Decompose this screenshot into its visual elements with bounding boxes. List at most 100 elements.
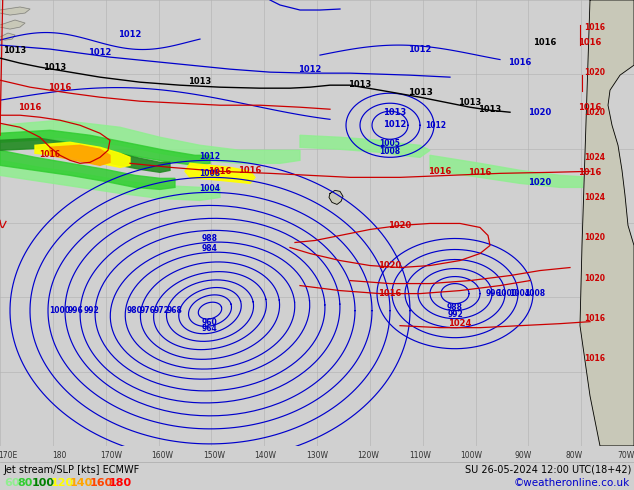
Text: 1016: 1016 <box>585 23 605 32</box>
Text: 1008: 1008 <box>524 289 546 298</box>
Text: 1000: 1000 <box>496 289 517 298</box>
Text: 1012: 1012 <box>299 65 321 74</box>
Text: 1004: 1004 <box>510 289 531 298</box>
Text: 980: 980 <box>127 306 143 315</box>
Text: 90W: 90W <box>514 451 532 461</box>
Text: 1013: 1013 <box>188 77 212 86</box>
Text: Jet stream/SLP [kts] ECMWF: Jet stream/SLP [kts] ECMWF <box>3 465 139 475</box>
Text: 988: 988 <box>447 303 463 312</box>
Text: 1016: 1016 <box>469 169 492 177</box>
Text: 110W: 110W <box>409 451 431 461</box>
Text: 100: 100 <box>31 478 54 488</box>
Text: 130W: 130W <box>306 451 328 461</box>
Text: 992: 992 <box>84 306 100 315</box>
Text: 992: 992 <box>447 310 463 319</box>
Text: 1024: 1024 <box>585 194 605 202</box>
Text: 1020: 1020 <box>389 221 411 230</box>
Text: 968: 968 <box>167 306 183 315</box>
Text: 996: 996 <box>67 306 83 315</box>
Text: 1012: 1012 <box>119 30 141 39</box>
Text: 70W: 70W <box>618 451 634 461</box>
Polygon shape <box>0 33 15 40</box>
Text: 1016: 1016 <box>18 103 42 112</box>
Text: 984: 984 <box>202 244 218 253</box>
Polygon shape <box>0 7 30 15</box>
Text: 80W: 80W <box>566 451 583 461</box>
Text: 976: 976 <box>140 306 156 315</box>
Text: 150W: 150W <box>203 451 225 461</box>
Text: 140: 140 <box>70 478 93 488</box>
Polygon shape <box>580 0 634 446</box>
Polygon shape <box>600 366 634 446</box>
Polygon shape <box>35 142 130 168</box>
Polygon shape <box>0 20 25 29</box>
Text: 1013: 1013 <box>43 63 67 72</box>
Text: 1012: 1012 <box>408 45 432 54</box>
Text: 964: 964 <box>202 324 218 333</box>
Text: 1013: 1013 <box>348 80 372 89</box>
Polygon shape <box>185 163 255 183</box>
Text: 1020: 1020 <box>585 108 605 117</box>
Text: 160: 160 <box>89 478 113 488</box>
Text: 1012: 1012 <box>88 48 112 57</box>
Text: 1016: 1016 <box>533 38 557 47</box>
Polygon shape <box>300 135 430 157</box>
Text: 1013: 1013 <box>408 88 432 97</box>
Polygon shape <box>0 160 220 200</box>
Text: ©weatheronline.co.uk: ©weatheronline.co.uk <box>514 478 630 488</box>
Polygon shape <box>0 130 210 165</box>
Text: 120W: 120W <box>358 451 379 461</box>
Text: 1013: 1013 <box>3 46 27 55</box>
Text: 1016: 1016 <box>578 103 602 112</box>
Text: 1016: 1016 <box>378 289 402 297</box>
Text: 120: 120 <box>51 478 74 488</box>
Text: 972: 972 <box>154 306 170 315</box>
Text: 1020: 1020 <box>585 68 605 77</box>
Text: 996: 996 <box>485 289 501 298</box>
Text: 1020: 1020 <box>528 108 552 117</box>
Text: 1013: 1013 <box>384 108 406 117</box>
Text: 1012: 1012 <box>384 120 406 129</box>
Text: 988: 988 <box>202 234 218 243</box>
Text: 1012: 1012 <box>425 121 446 130</box>
Text: 1020: 1020 <box>585 234 605 243</box>
Text: 60: 60 <box>4 478 20 488</box>
Text: 960: 960 <box>202 318 218 327</box>
Text: 1016: 1016 <box>585 354 605 363</box>
Text: 1016: 1016 <box>508 58 532 67</box>
Text: 1004: 1004 <box>200 184 221 193</box>
Text: 1016: 1016 <box>585 314 605 322</box>
Text: 170W: 170W <box>100 451 122 461</box>
Text: 1016: 1016 <box>39 150 60 159</box>
Text: 1008: 1008 <box>200 169 221 178</box>
Text: 1016: 1016 <box>578 169 602 177</box>
Text: 80: 80 <box>18 478 33 488</box>
Polygon shape <box>0 138 170 172</box>
Text: 1016: 1016 <box>209 168 231 176</box>
Text: 160W: 160W <box>152 451 174 461</box>
Text: 170E: 170E <box>0 451 18 461</box>
Text: 1016: 1016 <box>48 83 72 92</box>
Text: 1016: 1016 <box>429 168 451 176</box>
Text: 1016: 1016 <box>238 166 262 175</box>
Polygon shape <box>329 191 343 204</box>
Text: 140W: 140W <box>254 451 276 461</box>
Text: 1013: 1013 <box>479 105 501 114</box>
Text: 1024: 1024 <box>585 153 605 162</box>
Text: 1024: 1024 <box>448 318 472 328</box>
Text: 1020: 1020 <box>528 178 552 187</box>
Polygon shape <box>0 120 300 163</box>
Text: 1020: 1020 <box>378 261 401 270</box>
Polygon shape <box>430 155 590 187</box>
Text: 1016: 1016 <box>578 38 602 47</box>
Text: 1012: 1012 <box>200 152 221 161</box>
Text: SU 26-05-2024 12:00 UTC(18+42): SU 26-05-2024 12:00 UTC(18+42) <box>465 465 631 475</box>
Text: 1013: 1013 <box>458 98 482 107</box>
Text: 180: 180 <box>109 478 132 488</box>
Text: 1020: 1020 <box>585 273 605 283</box>
Text: 100W: 100W <box>460 451 482 461</box>
Text: 1008: 1008 <box>379 147 401 156</box>
Text: 180: 180 <box>53 451 67 461</box>
Text: 1000: 1000 <box>49 306 70 315</box>
Polygon shape <box>50 146 110 165</box>
